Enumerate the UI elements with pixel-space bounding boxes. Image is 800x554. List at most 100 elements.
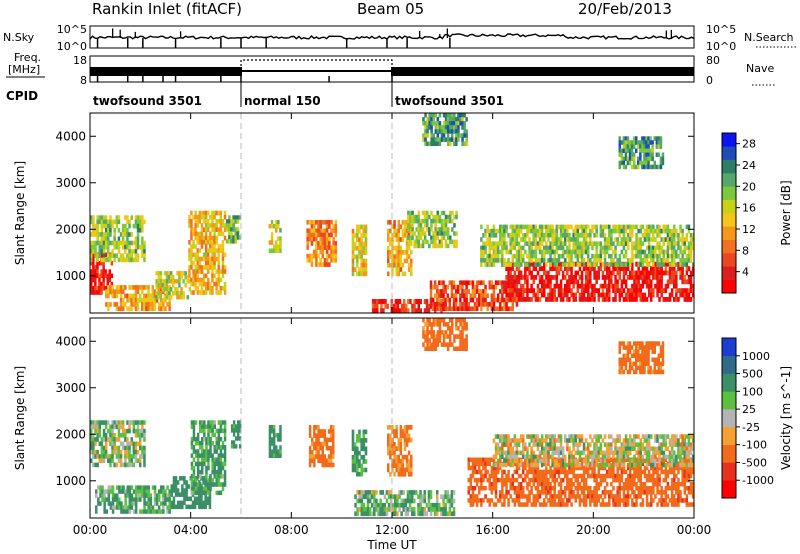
freq-tick-bottom: 8	[80, 74, 87, 87]
echo-region-5	[225, 215, 242, 244]
freq-label: Freq.	[14, 51, 41, 64]
echo-region-14	[505, 261, 695, 302]
cpid-segment-2: twofsound 3501	[395, 94, 504, 108]
xtick-label-4: 16:00	[475, 523, 510, 537]
echo-region-10	[407, 210, 458, 249]
xtick-label-0: 00:00	[73, 523, 108, 537]
nave-dotted-line	[240, 59, 393, 70]
colorbar-tick-1: 8	[742, 244, 749, 257]
echo-region-5	[268, 425, 282, 458]
xtick-label-2: 08:00	[274, 523, 309, 537]
colorbar-tick-7: -1000	[742, 474, 774, 487]
colorbar-swatch-8	[722, 173, 736, 187]
colorbar-label: Velocity [m s^-1]	[779, 366, 793, 470]
echo-region-10	[422, 318, 468, 351]
echo-region-8	[387, 425, 413, 477]
power-data	[90, 113, 695, 314]
colorbar-swatch-3	[722, 426, 736, 445]
ytick-label-1: 2000	[55, 427, 86, 441]
echo-region-1	[95, 485, 171, 514]
colorbar-tick-0: 1000	[742, 350, 770, 363]
echo-region-6	[268, 220, 282, 253]
velocity-panel: 1000 2000 3000 4000 00:00 04:00 08:00 12:00 16:0…	[13, 317, 793, 537]
colorbar-tick-5: -100	[742, 439, 767, 452]
nsky-panel: N.Sky 10^5 10^0 10^5 10^0 N.Search	[3, 23, 796, 53]
colorbar-swatch-2	[722, 444, 736, 463]
colorbar-tick-1: 500	[742, 368, 763, 381]
velocity-data	[90, 318, 695, 518]
echo-region-9	[354, 490, 456, 517]
ytick-label-0: 1000	[55, 474, 86, 488]
cpid-segment-0: twofsound 3501	[93, 94, 202, 108]
xtick-label-5: 20:00	[576, 523, 611, 537]
echo-region-15	[480, 224, 695, 267]
colorbar-swatch-0	[722, 279, 736, 294]
colorbar-tick-3: 16	[742, 202, 756, 215]
echo-region-13	[618, 341, 665, 375]
echo-region-6	[308, 425, 335, 468]
power-axes: 1000 2000 3000 4000	[55, 113, 695, 313]
colorbar-swatch-9	[722, 159, 736, 174]
colorbar-tick-2: 100	[742, 385, 763, 398]
colorbar-swatch-3	[722, 239, 736, 254]
colorbar-tick-3: 25	[742, 403, 756, 416]
nsky-series	[89, 28, 695, 48]
xtick-label-3: 12:00	[375, 523, 410, 537]
echo-region-11	[422, 113, 468, 146]
nave-label: Nave	[746, 62, 774, 75]
colorbar-swatch-7	[722, 355, 736, 374]
ytick-label-2: 3000	[55, 381, 86, 395]
cpid-segments: twofsound 3501 normal 150 twofsound 3501	[93, 82, 504, 108]
power-panel: 1000 2000 3000 4000 Slant Range [km] 4 8 12 16…	[13, 112, 793, 314]
colorbar-swatch-5	[722, 213, 736, 227]
velocity-ylabel: Slant Range [km]	[13, 366, 27, 470]
colorbar-tick-0: 4	[742, 266, 749, 279]
colorbar-tick-4: -25	[742, 421, 760, 434]
xtick-label-6: 00:00	[677, 523, 712, 537]
freq-spikes	[96, 67, 393, 82]
colorbar-swatch-4	[722, 409, 736, 428]
nsearch-tick-bottom: 10^0	[706, 40, 736, 53]
cpid-row: CPID twofsound 3501 normal 150 twofsound 3…	[6, 82, 504, 108]
power-colorbar: 4 8 12 16 20 24 28 Power [dB]	[721, 132, 793, 294]
echo-region-13	[429, 280, 519, 312]
echo-region-12	[492, 434, 695, 468]
colorbar-swatch-7	[722, 186, 736, 200]
velocity-axes: 1000 2000 3000 4000 00:00 04:00 08:00 12:00 16:0…	[55, 318, 711, 537]
cpid-label: CPID	[6, 89, 38, 103]
nsky-label: N.Sky	[3, 31, 35, 44]
time-axis-label: Time UT	[366, 538, 417, 552]
colorbar-swatch-1	[722, 462, 736, 481]
ytick-label-3: 4000	[55, 129, 86, 143]
colorbar-label: Power [dB]	[779, 180, 793, 245]
beam-title: Beam 05	[357, 0, 424, 18]
colorbar-swatch-5	[722, 391, 736, 410]
ytick-label-2: 3000	[55, 176, 86, 190]
echo-region-7	[306, 220, 338, 267]
nave-tick-bottom: 0	[706, 74, 713, 87]
freq-tick-top: 18	[73, 54, 87, 67]
ytick-label-0: 1000	[55, 269, 86, 283]
colorbar-swatch-1	[722, 266, 736, 280]
colorbar-swatch-10	[722, 146, 736, 160]
colorbar-swatch-11	[722, 133, 736, 147]
colorbar-tick-2: 12	[742, 223, 756, 236]
colorbar-tick-6: 28	[742, 138, 756, 151]
velocity-colorbar: 1000 500 100 25 -25 -100 -500 -1000 Velocity [m …	[721, 337, 793, 499]
colorbar-tick-5: 24	[742, 159, 756, 172]
colorbar-swatch-6	[722, 373, 736, 392]
echo-region-4	[188, 210, 227, 295]
echo-region-8	[351, 224, 368, 277]
cpid-segment-1: normal 150	[244, 94, 321, 108]
ytick-label-1: 2000	[55, 222, 86, 236]
echo-region-3	[190, 420, 227, 496]
colorbar-tick-4: 20	[742, 180, 756, 193]
ytick-label-3: 4000	[55, 334, 86, 348]
nave-tick-top: 80	[706, 54, 720, 67]
echo-region-7	[351, 429, 368, 477]
nsky-tick-top: 10^5	[57, 23, 87, 36]
power-ylabel: Slant Range [km]	[13, 161, 27, 265]
station-title: Rankin Inlet (fitACF)	[92, 0, 242, 18]
xtick-label-1: 04:00	[173, 523, 208, 537]
